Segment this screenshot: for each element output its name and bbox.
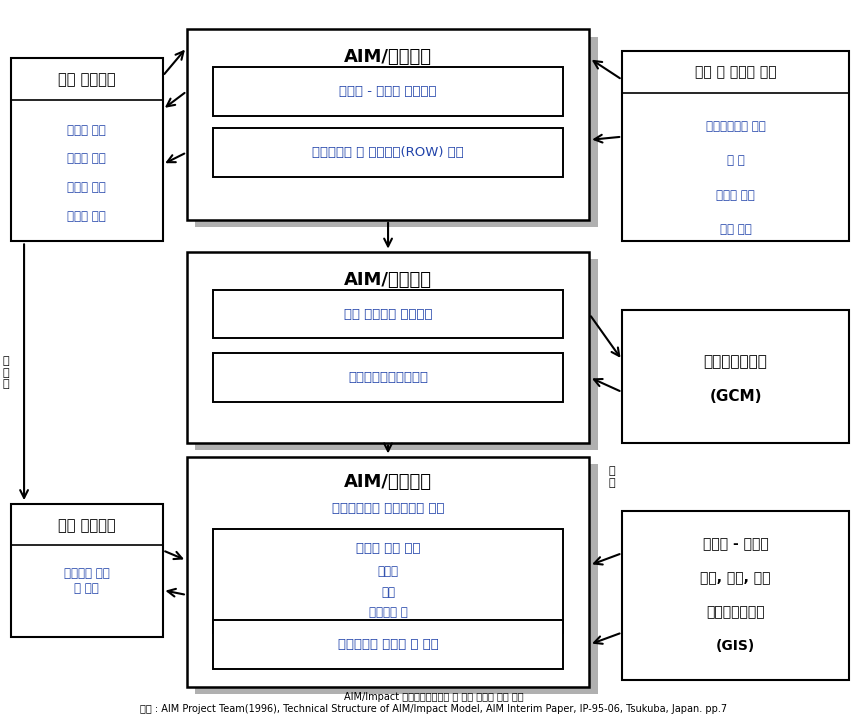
Text: 아시아 - 태평양: 아시아 - 태평양 bbox=[703, 538, 768, 552]
Bar bbox=[11, 504, 163, 636]
Bar bbox=[212, 620, 564, 669]
Bar bbox=[623, 511, 849, 680]
Text: 피
드
백: 피 드 백 bbox=[3, 356, 10, 390]
Text: 적응 시나리오: 적응 시나리오 bbox=[58, 518, 115, 533]
Bar bbox=[195, 464, 598, 694]
Text: AIM/Impact 기후변화영양예측 및 평가 모형의 기본 골격
자료 : AIM Project Team(1996), Technical Struct: AIM/Impact 기후변화영양예측 및 평가 모형의 기본 골격 자료 : … bbox=[140, 692, 727, 714]
Bar bbox=[186, 252, 590, 443]
Text: AIM/배출모형: AIM/배출모형 bbox=[344, 48, 432, 66]
Bar bbox=[212, 289, 564, 338]
Bar bbox=[212, 529, 564, 633]
Text: 산림자원 등: 산림자원 등 bbox=[368, 606, 407, 618]
Text: 지구 및 지역별 예측: 지구 및 지역별 예측 bbox=[694, 66, 777, 79]
Text: AIM/기후모형: AIM/기후모형 bbox=[344, 271, 432, 289]
Text: 지구경제에의 영향: 지구경제에의 영향 bbox=[706, 120, 766, 133]
Text: 지리정보시스템: 지리정보시스템 bbox=[707, 606, 765, 619]
Text: 인 구: 인 구 bbox=[727, 155, 745, 168]
Text: 기술의 변화: 기술의 변화 bbox=[68, 153, 106, 166]
Bar bbox=[186, 30, 590, 220]
Text: AIM/영향모형: AIM/영향모형 bbox=[344, 473, 432, 491]
Text: 농업: 농업 bbox=[381, 585, 395, 598]
Bar bbox=[623, 310, 849, 443]
Text: 지역별 기후 영향: 지역별 기후 영향 bbox=[355, 542, 420, 556]
Text: 지구 온실가스 순환모형: 지구 온실가스 순환모형 bbox=[344, 307, 433, 320]
Bar bbox=[195, 259, 598, 450]
Text: 취약점의 감지
및 저감: 취약점의 감지 및 저감 bbox=[64, 567, 110, 595]
Text: 소비의 변화: 소비의 변화 bbox=[68, 124, 106, 137]
Bar bbox=[212, 128, 564, 176]
Text: 지구규모에서 지역규모로 축소: 지구규모에서 지역규모로 축소 bbox=[332, 503, 444, 516]
Text: 대기대순환모형: 대기대순환모형 bbox=[704, 354, 767, 369]
Text: (GIS): (GIS) bbox=[716, 639, 755, 653]
Text: 신기술 도입: 신기술 도입 bbox=[68, 181, 106, 194]
Bar bbox=[195, 37, 598, 227]
Text: 지구항시성 및 기타지역(ROW) 모형: 지구항시성 및 기타지역(ROW) 모형 bbox=[312, 146, 464, 159]
Text: 보
조: 보 조 bbox=[609, 466, 615, 487]
Bar bbox=[11, 58, 163, 241]
Text: 저감 시나리오: 저감 시나리오 bbox=[58, 72, 115, 87]
Text: 아시아 - 태평양 지역모형: 아시아 - 태평양 지역모형 bbox=[339, 85, 437, 98]
Text: 경제적 도구: 경제적 도구 bbox=[68, 210, 106, 222]
Text: 지구평균기후변화모형: 지구평균기후변화모형 bbox=[348, 371, 428, 384]
Text: 경제적 예측: 경제적 예측 bbox=[716, 189, 755, 202]
Text: (GCM): (GCM) bbox=[709, 389, 762, 404]
Bar bbox=[186, 457, 590, 687]
Text: 사회, 경제, 환경: 사회, 경제, 환경 bbox=[701, 572, 771, 585]
Text: 자원 공급: 자원 공급 bbox=[720, 223, 752, 236]
Text: 수자원: 수자원 bbox=[377, 565, 399, 578]
Text: 지역경제에 비중이 큰 영향: 지역경제에 비중이 큰 영향 bbox=[337, 638, 439, 651]
Bar bbox=[212, 353, 564, 402]
Bar bbox=[212, 67, 564, 116]
Bar bbox=[623, 51, 849, 241]
